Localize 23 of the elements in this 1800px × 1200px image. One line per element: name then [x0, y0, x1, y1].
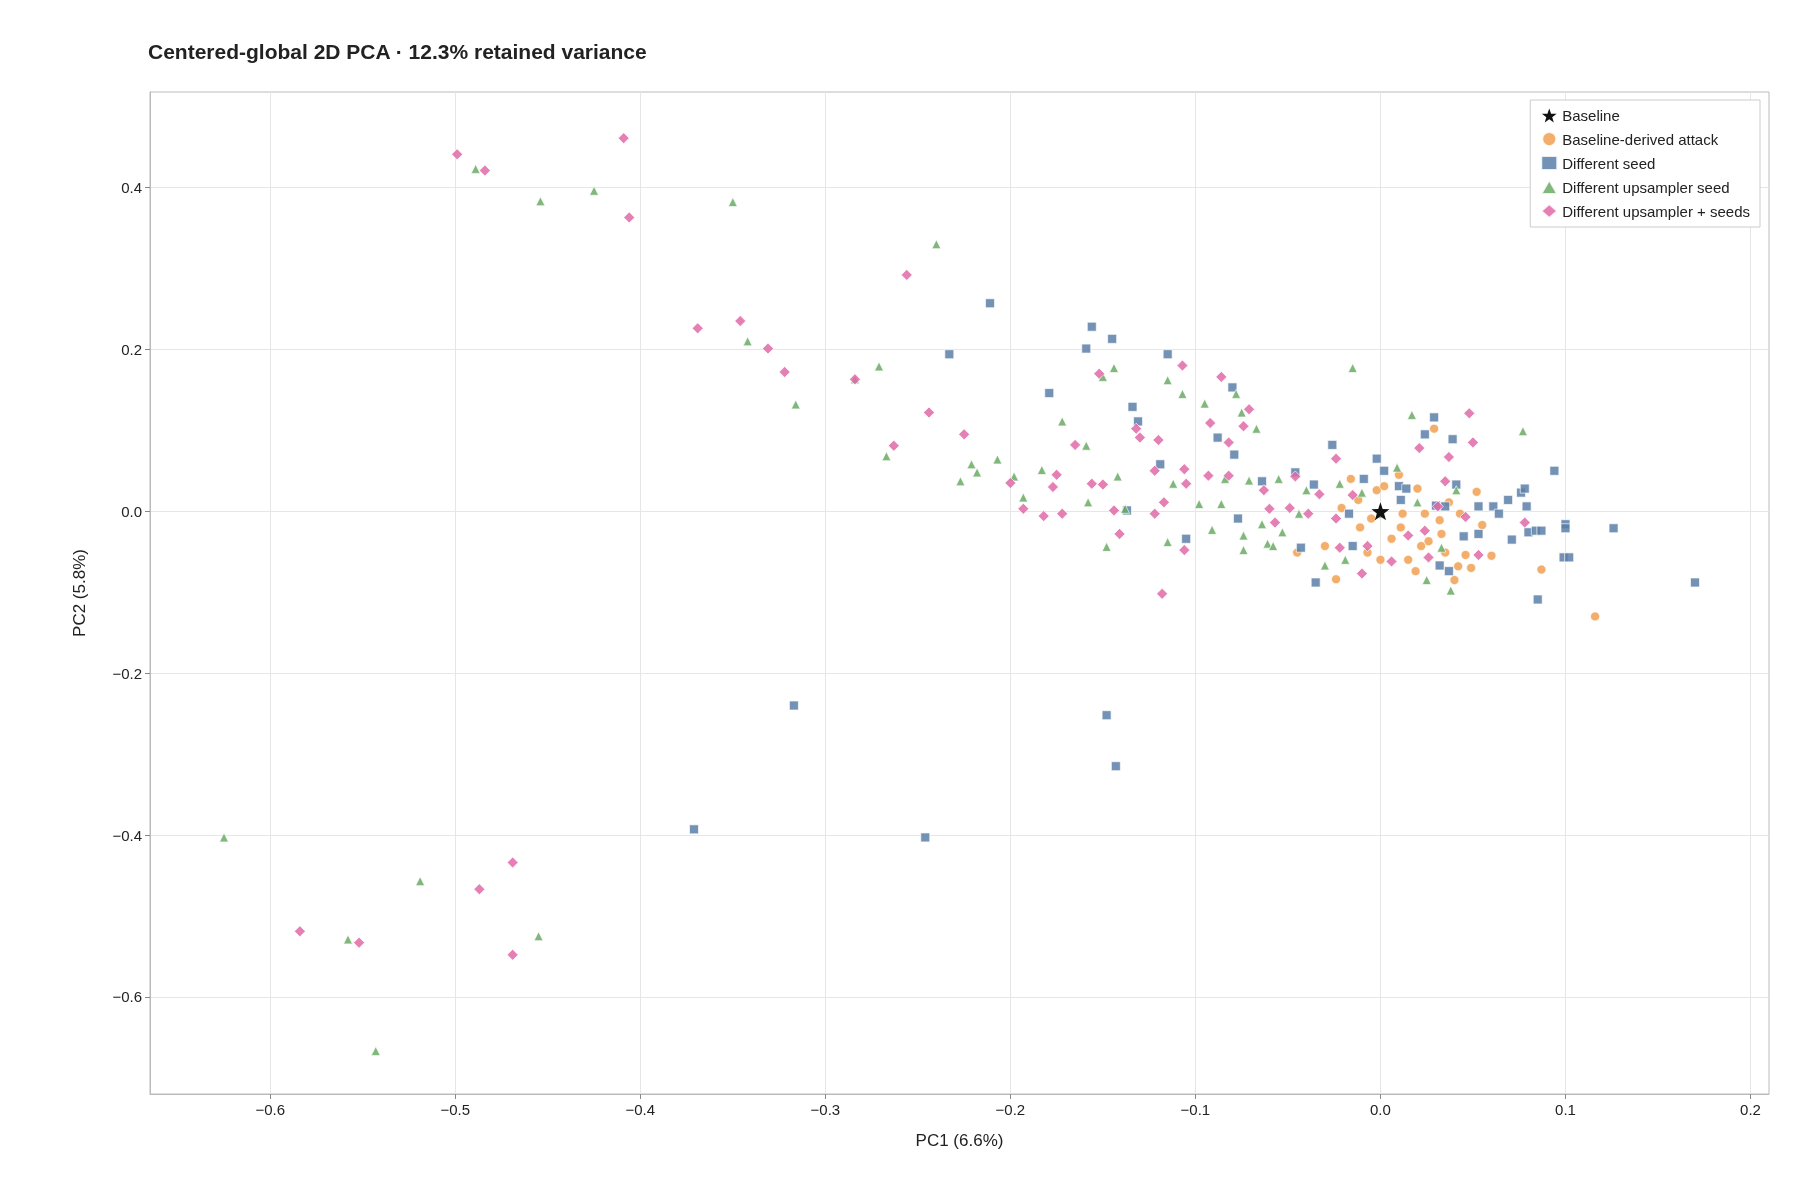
- x-tick-label: −0.2: [995, 1101, 1026, 1118]
- x-tick-label: 0.0: [1370, 1101, 1391, 1118]
- y-tick-label: −0.2: [112, 664, 142, 682]
- legend-label: Baseline-derived attack: [1562, 130, 1719, 148]
- legend-label: Different upsampler + seeds: [1562, 202, 1751, 220]
- x-tick-label: −0.5: [440, 1101, 471, 1118]
- y-tick-label: −0.6: [112, 988, 142, 1006]
- y-tick-label: 0.4: [121, 179, 142, 197]
- y-tick-label: −0.4: [112, 826, 142, 844]
- x-tick-label: −0.4: [625, 1101, 656, 1118]
- y-tick-label: 0.2: [121, 340, 142, 358]
- y-tick-label: 0.0: [121, 502, 142, 520]
- x-axis-title: PC1 (6.6%): [915, 1131, 1004, 1150]
- x-tick-label: −0.1: [1180, 1101, 1211, 1118]
- y-axis-title: PC2 (5.8%): [70, 549, 89, 637]
- legend-label: Baseline: [1562, 107, 1620, 124]
- legend-label: Different upsampler seed: [1562, 178, 1730, 196]
- x-tick-label: 0.1: [1555, 1101, 1576, 1118]
- x-tick-label: −0.3: [810, 1101, 841, 1118]
- legend-label: Different seed: [1562, 154, 1656, 172]
- x-tick-label: 0.2: [1740, 1101, 1761, 1118]
- chart-title: Centered-global 2D PCA · 12.3% retained variance: [148, 40, 647, 63]
- x-tick-label: −0.6: [255, 1101, 286, 1118]
